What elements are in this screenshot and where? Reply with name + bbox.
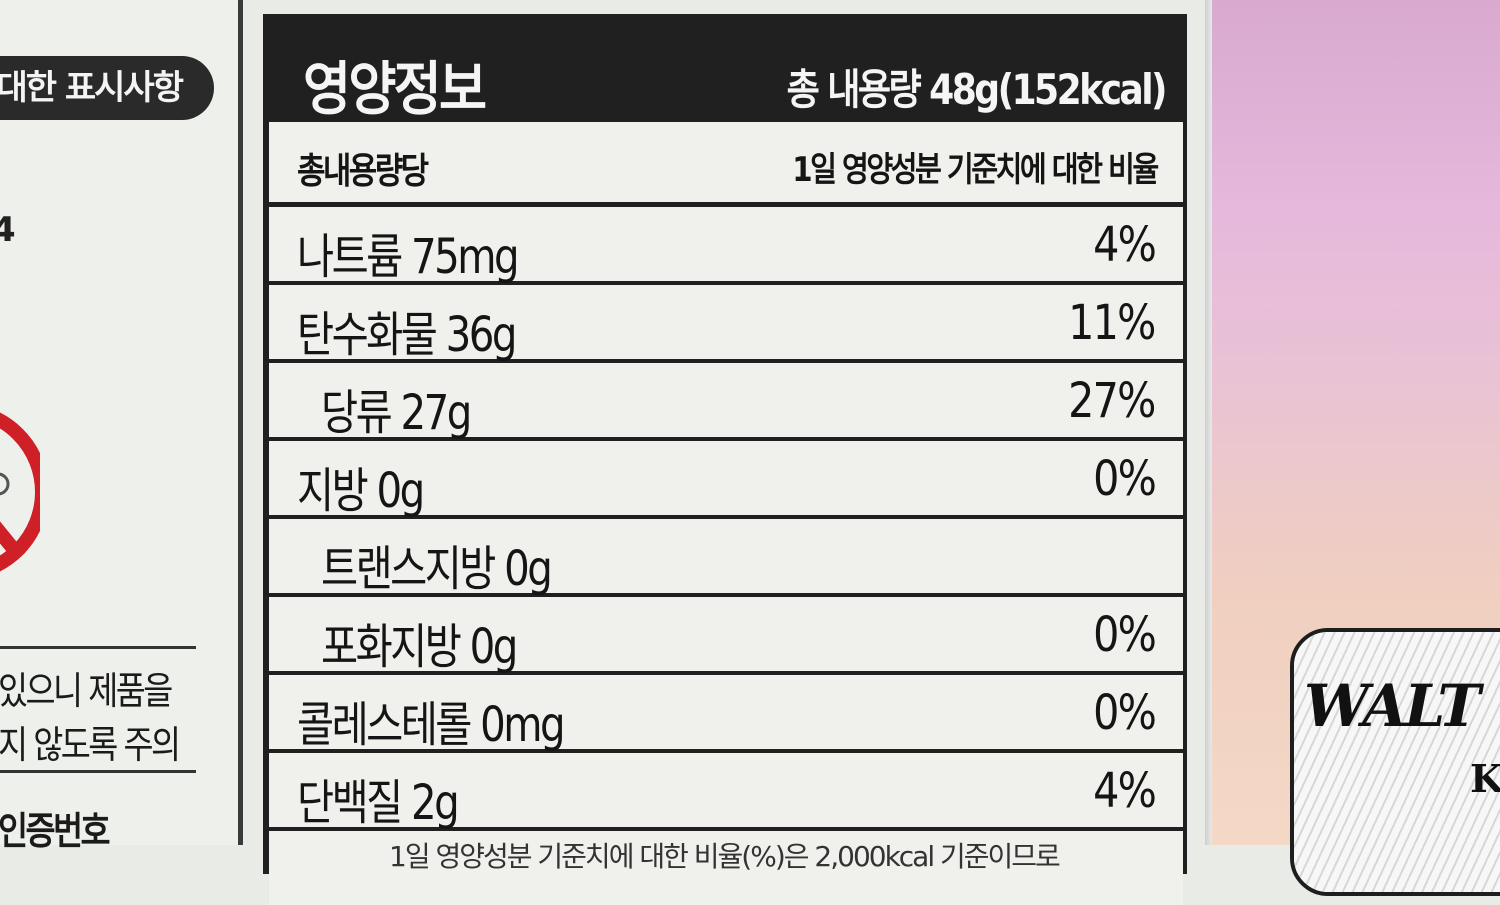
total-content: 총 내용량 48g(152kcal) — [786, 65, 1168, 114]
nutrient-row-saturated-fat: 포화지방 0g 0% — [269, 597, 1183, 675]
nutrient-name: 탄수화물 36g — [297, 307, 517, 363]
nutrition-footnote: 1일 영양성분 기준치에 대한 비율(%)은 2,000kcal 기준이므로 — [389, 840, 1061, 873]
walt-disney-logo-badge: WALT K — [1290, 628, 1500, 896]
nutrient-row-fat: 지방 0g 0% — [269, 441, 1183, 519]
label-pill: 대한 표시사항 — [0, 56, 214, 120]
nutrient-name: 콜레스테롤 0mg — [297, 697, 566, 753]
nutrient-percent: 27% — [1068, 373, 1156, 429]
daily-value-label: 1일 영양성분 기준치에 대한 비율 — [792, 150, 1160, 190]
nutrient-percent: 0% — [1092, 685, 1157, 741]
nutrient-percent: 4% — [1092, 763, 1157, 819]
nutrient-percent: 0% — [1092, 607, 1157, 663]
nutrient-percent: 0% — [1092, 451, 1157, 507]
left-package-panel: 대한 표시사항 4 있으니 제품을 지 않도록 주의 인증번호 — [0, 0, 242, 853]
nutrition-facts-table: 영양정보 총 내용량 48g(152kcal) 총내용량당 1일 영양성분 기준… — [263, 14, 1187, 905]
nutrient-name: 나트륨 75mg — [297, 229, 520, 285]
nutrient-name: 단백질 2g — [297, 775, 460, 831]
prohibition-icon — [0, 412, 40, 572]
nutrient-row-protein: 단백질 2g 4% — [269, 753, 1183, 831]
nutrient-name: 트랜스지방 0g — [321, 541, 553, 597]
nutrition-footnote-row: 1일 영양성분 기준치에 대한 비율(%)은 2,000kcal 기준이므로 — [269, 831, 1183, 905]
nutrient-row-sugar: 당류 27g 27% — [269, 363, 1183, 441]
package-edge — [1205, 0, 1215, 845]
nutrient-row-carbohydrate: 탄수화물 36g 11% — [269, 285, 1183, 363]
panel-divider — [238, 0, 243, 845]
nutrient-name: 포화지방 0g — [321, 619, 518, 675]
per-total-label: 총내용량당 — [297, 151, 429, 192]
stray-number: 4 — [0, 210, 16, 250]
warning-text-line2: 지 않도록 주의 — [0, 723, 181, 767]
nutrient-percent: 4% — [1092, 217, 1157, 273]
nutrient-row-trans-fat: 트랜스지방 0g — [269, 519, 1183, 597]
nutrient-percent: 11% — [1068, 295, 1156, 351]
nutrient-row-sodium: 나트륨 75mg 4% — [269, 207, 1183, 285]
nutrient-name: 지방 0g — [297, 463, 425, 519]
divider-line — [0, 646, 196, 649]
warning-text-line1: 있으니 제품을 — [0, 669, 173, 713]
logo-text: WALT — [1304, 672, 1481, 740]
nutrient-row-cholesterol: 콜레스테롤 0mg 0% — [269, 675, 1183, 753]
nutrition-title: 영양정보 — [303, 55, 487, 123]
cert-number-label: 인증번호 — [0, 809, 111, 853]
logo-subtext: K — [1470, 756, 1500, 801]
nutrition-header: 영양정보 총 내용량 48g(152kcal) — [263, 14, 1187, 123]
nutrition-subheader: 총내용량당 1일 영양성분 기준치에 대한 비율 — [269, 122, 1183, 202]
divider-line — [0, 770, 196, 773]
nutrient-name: 당류 27g — [321, 385, 472, 441]
